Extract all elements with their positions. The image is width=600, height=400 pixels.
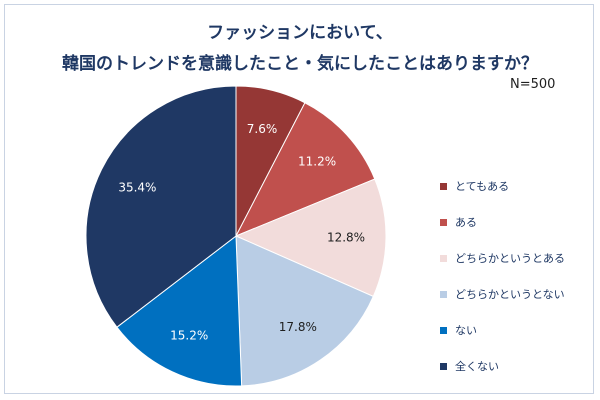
legend-swatch bbox=[440, 326, 447, 334]
legend-label: ある bbox=[455, 216, 477, 229]
legend-label: 全くない bbox=[455, 360, 499, 373]
chart-title-line-1: ファッションにおいて、 bbox=[207, 23, 393, 43]
legend-label: どちらかというとある bbox=[455, 252, 565, 265]
pie-slice-2 bbox=[234, 102, 376, 237]
chart-title-line-2: 韓国のトレンドを意識したこと・気にしたことはありますか？ bbox=[62, 54, 538, 74]
legend-item-1: とてもある bbox=[440, 178, 509, 194]
pie-slice-5 bbox=[116, 235, 243, 387]
pie-data-label-5: 15.2% bbox=[170, 329, 208, 343]
legend-swatch bbox=[440, 218, 447, 226]
legend-item-6: 全くない bbox=[440, 358, 499, 374]
pie-slice-6 bbox=[85, 85, 237, 328]
legend-label: どちらかというとない bbox=[455, 288, 565, 301]
legend-item-2: ある bbox=[440, 214, 477, 230]
legend-item-5: ない bbox=[440, 322, 477, 338]
pie-data-label-4: 17.8% bbox=[279, 320, 317, 334]
legend-swatch bbox=[440, 254, 447, 262]
legend-swatch bbox=[440, 182, 447, 190]
legend-swatch bbox=[440, 290, 447, 298]
legend-label: ない bbox=[455, 324, 477, 337]
sample-size-label: N=500 bbox=[510, 77, 556, 92]
pie-data-label-3: 12.8% bbox=[327, 230, 365, 244]
pie-slice-3 bbox=[234, 178, 387, 298]
legend-label: とてもある bbox=[455, 180, 510, 193]
pie-data-labels: 7.6% 11.2% 12.8% 17.8% 15.2% 35.4% bbox=[118, 122, 365, 342]
pie-slice-4 bbox=[235, 235, 374, 387]
pie-data-label-1: 7.6% bbox=[247, 122, 278, 136]
pie-data-label-6: 35.4% bbox=[118, 180, 156, 194]
legend-item-4: どちらかというとない bbox=[440, 286, 565, 302]
legend-swatch bbox=[440, 362, 447, 370]
pie-slices bbox=[85, 85, 387, 387]
legend-item-3: どちらかというとある bbox=[440, 250, 565, 266]
pie-data-label-2: 11.2% bbox=[298, 155, 336, 169]
